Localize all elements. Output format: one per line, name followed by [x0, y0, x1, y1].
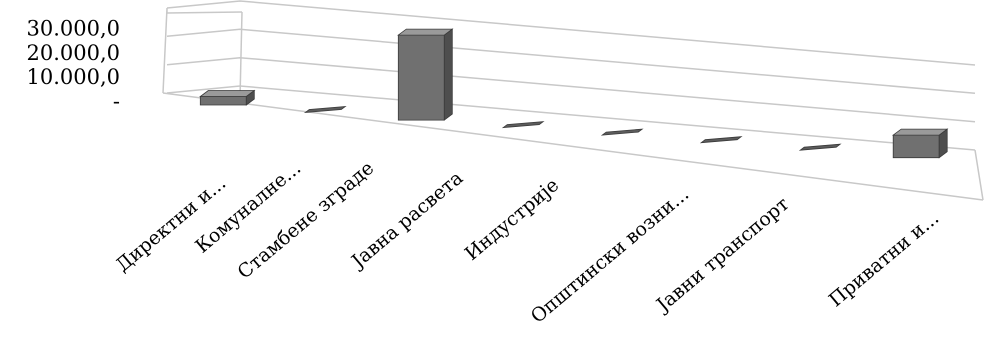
y-tick-label: 10.000,0: [26, 65, 120, 89]
bar-flat: [503, 122, 543, 128]
bar: [398, 29, 452, 120]
y-tick-label: 20.000,0: [26, 41, 120, 65]
bar: [305, 107, 345, 113]
left-wall-edge: [163, 8, 167, 93]
bar: [800, 144, 840, 150]
bar-front: [893, 135, 939, 158]
bar-front: [200, 97, 246, 106]
x-tick-label: Индустрије: [461, 174, 563, 265]
bar-flat: [602, 129, 642, 135]
bar-front: [398, 35, 444, 120]
bar-side: [444, 29, 452, 120]
bar: [701, 137, 741, 143]
y-tick-label: -: [113, 90, 120, 114]
gridline: [167, 86, 975, 150]
x-tick-label: Приватни и...: [825, 207, 943, 311]
left-wall-top: [167, 12, 242, 13]
bar: [893, 129, 947, 158]
back-corner-edge: [240, 12, 242, 98]
bar-flat: [305, 107, 345, 113]
bar-top: [893, 129, 947, 135]
bar: [503, 122, 543, 128]
bar: [602, 129, 642, 135]
bar-flat: [701, 137, 741, 143]
bar: [200, 91, 254, 106]
bar-top: [200, 91, 254, 97]
floor-right-edge: [975, 150, 983, 200]
bar-top: [398, 29, 452, 35]
x-axis: Директни и...Комуналне...Стамбене зграде…: [112, 157, 943, 328]
y-tick-label: 30.000,0: [26, 17, 120, 41]
y-axis: -10.000,020.000,030.000,0: [26, 17, 120, 114]
bar-flat: [800, 144, 840, 150]
